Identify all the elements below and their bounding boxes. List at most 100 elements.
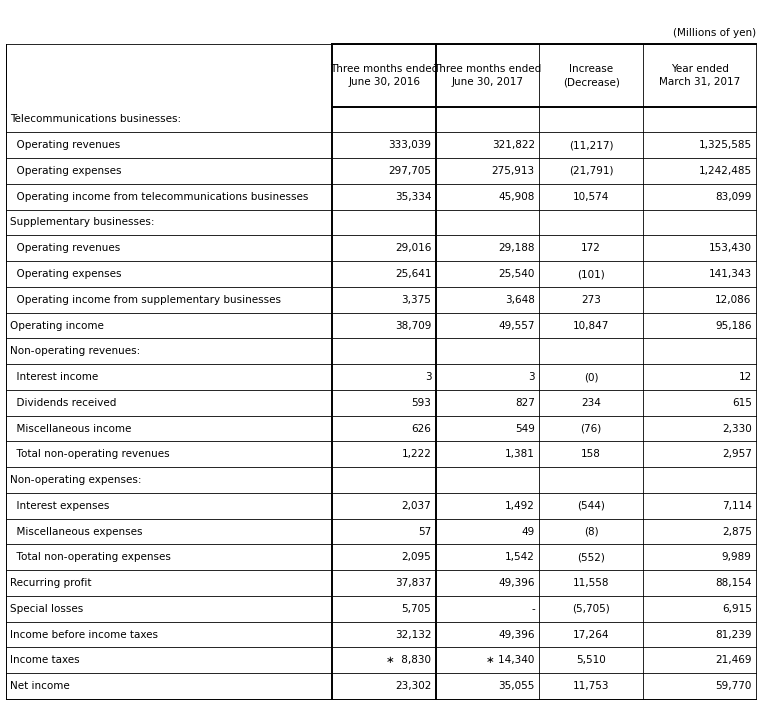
Text: 17,264: 17,264: [573, 630, 610, 640]
Text: 11,558: 11,558: [573, 578, 610, 588]
Text: Miscellaneous expenses: Miscellaneous expenses: [10, 527, 142, 537]
Text: 6,915: 6,915: [722, 604, 752, 614]
Text: Operating expenses: Operating expenses: [10, 166, 122, 176]
Text: 88,154: 88,154: [715, 578, 752, 588]
Text: 2,330: 2,330: [722, 424, 752, 433]
Text: 234: 234: [581, 397, 601, 408]
Text: 23,302: 23,302: [395, 681, 432, 691]
Text: 1,381: 1,381: [505, 449, 535, 460]
Text: 10,574: 10,574: [573, 192, 610, 202]
Text: Year ended
March 31, 2017: Year ended March 31, 2017: [659, 64, 740, 87]
Text: 49,396: 49,396: [499, 630, 535, 640]
Text: Operating income from supplementary businesses: Operating income from supplementary busi…: [10, 295, 281, 305]
Text: ∗  8,830: ∗ 8,830: [386, 655, 432, 665]
Text: 7,114: 7,114: [722, 501, 752, 510]
Text: 5,705: 5,705: [401, 604, 432, 614]
Text: (Millions of yen): (Millions of yen): [673, 28, 756, 37]
Text: 2,037: 2,037: [401, 501, 432, 510]
Text: Total non-operating expenses: Total non-operating expenses: [10, 552, 171, 562]
Text: 9,989: 9,989: [722, 552, 752, 562]
Text: 615: 615: [732, 397, 752, 408]
Text: Operating revenues: Operating revenues: [10, 140, 120, 150]
Text: Income before income taxes: Income before income taxes: [10, 630, 158, 640]
Text: Operating income: Operating income: [10, 321, 104, 330]
Text: Operating expenses: Operating expenses: [10, 269, 122, 279]
Text: Interest income: Interest income: [10, 372, 98, 382]
Text: (21,791): (21,791): [569, 166, 613, 176]
Text: 32,132: 32,132: [395, 630, 432, 640]
Text: 49,396: 49,396: [499, 578, 535, 588]
Text: 5,510: 5,510: [576, 655, 606, 665]
Text: (76): (76): [581, 424, 602, 433]
Text: 57: 57: [418, 527, 432, 537]
Text: 3: 3: [425, 372, 432, 382]
Text: Three months ended
June 30, 2016: Three months ended June 30, 2016: [330, 64, 439, 87]
Text: 333,039: 333,039: [388, 140, 432, 150]
Text: 1,222: 1,222: [401, 449, 432, 460]
Text: Miscellaneous income: Miscellaneous income: [10, 424, 131, 433]
Text: (11,217): (11,217): [569, 140, 613, 150]
Text: 35,055: 35,055: [499, 681, 535, 691]
Text: 827: 827: [515, 397, 535, 408]
Text: Non-operating revenues:: Non-operating revenues:: [10, 346, 140, 357]
Text: 321,822: 321,822: [492, 140, 535, 150]
Text: 3,375: 3,375: [401, 295, 432, 305]
Bar: [6, 44, 756, 107]
Text: -: -: [531, 604, 535, 614]
Text: Operating income from telecommunications businesses: Operating income from telecommunications…: [10, 192, 309, 202]
Text: Income taxes: Income taxes: [10, 655, 80, 665]
Text: 172: 172: [581, 244, 601, 253]
Text: Recurring profit: Recurring profit: [10, 578, 91, 588]
Text: 83,099: 83,099: [715, 192, 752, 202]
Text: 35,334: 35,334: [395, 192, 432, 202]
Text: 29,188: 29,188: [499, 244, 535, 253]
Text: (0): (0): [584, 372, 598, 382]
Text: 297,705: 297,705: [388, 166, 432, 176]
Text: (544): (544): [578, 501, 605, 510]
Text: 593: 593: [411, 397, 432, 408]
Text: 3,648: 3,648: [505, 295, 535, 305]
Text: 153,430: 153,430: [708, 244, 752, 253]
Text: (8): (8): [584, 527, 598, 537]
Text: 1,492: 1,492: [505, 501, 535, 510]
Text: 141,343: 141,343: [708, 269, 752, 279]
Text: Total non-operating revenues: Total non-operating revenues: [10, 449, 169, 460]
Text: 273: 273: [581, 295, 601, 305]
Text: 37,837: 37,837: [395, 578, 432, 588]
Text: 275,913: 275,913: [492, 166, 535, 176]
Text: 1,242,485: 1,242,485: [698, 166, 752, 176]
Text: 29,016: 29,016: [395, 244, 432, 253]
Text: Non-operating expenses:: Non-operating expenses:: [10, 475, 141, 485]
Text: 3: 3: [528, 372, 535, 382]
Text: 12: 12: [739, 372, 752, 382]
Text: 549: 549: [515, 424, 535, 433]
Text: Operating revenues: Operating revenues: [10, 244, 120, 253]
Text: 21,469: 21,469: [715, 655, 752, 665]
Text: 2,095: 2,095: [401, 552, 432, 562]
Text: 49: 49: [521, 527, 535, 537]
Text: 25,641: 25,641: [395, 269, 432, 279]
Text: Interest expenses: Interest expenses: [10, 501, 109, 510]
Text: 25,540: 25,540: [499, 269, 535, 279]
Text: 38,709: 38,709: [395, 321, 432, 330]
Text: 2,875: 2,875: [722, 527, 752, 537]
Text: 95,186: 95,186: [715, 321, 752, 330]
Text: Telecommunications businesses:: Telecommunications businesses:: [10, 114, 181, 124]
Text: Special losses: Special losses: [10, 604, 83, 614]
Text: Dividends received: Dividends received: [10, 397, 116, 408]
Text: 10,847: 10,847: [573, 321, 610, 330]
Text: (552): (552): [578, 552, 605, 562]
Text: (101): (101): [578, 269, 605, 279]
Text: 1,325,585: 1,325,585: [698, 140, 752, 150]
Text: 59,770: 59,770: [715, 681, 752, 691]
Text: 12,086: 12,086: [715, 295, 752, 305]
Text: 2,957: 2,957: [722, 449, 752, 460]
Text: ∗ 14,340: ∗ 14,340: [486, 655, 535, 665]
Text: Net income: Net income: [10, 681, 70, 691]
Text: 626: 626: [411, 424, 432, 433]
Text: 81,239: 81,239: [715, 630, 752, 640]
Text: Increase
(Decrease): Increase (Decrease): [562, 64, 619, 87]
Text: (5,705): (5,705): [572, 604, 610, 614]
Text: Supplementary businesses:: Supplementary businesses:: [10, 217, 154, 227]
Text: 49,557: 49,557: [499, 321, 535, 330]
